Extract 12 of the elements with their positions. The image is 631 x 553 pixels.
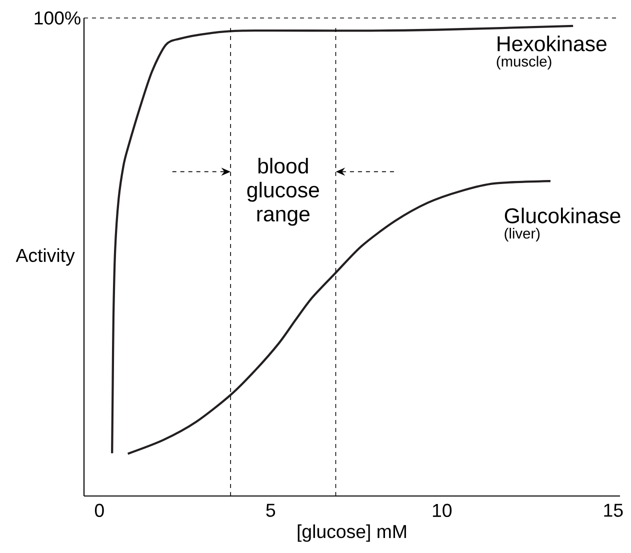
x-tick-label: 5 <box>266 504 276 517</box>
text: 100% <box>34 11 80 25</box>
x-tick-label: 10 <box>432 504 452 518</box>
annotation: (liver) <box>504 228 540 242</box>
series-label: Hexokinase <box>498 36 606 52</box>
x-tick-label: 15 <box>604 504 623 517</box>
annotation: blood glucose range <box>247 158 319 226</box>
y-axis-title: Activity <box>16 248 75 266</box>
x-tick-label: 0 <box>94 504 104 518</box>
annotation: (muscle) <box>496 56 552 70</box>
x-axis-title: [glucose] mM <box>298 524 406 542</box>
series-label: Glucokinase <box>504 208 620 224</box>
